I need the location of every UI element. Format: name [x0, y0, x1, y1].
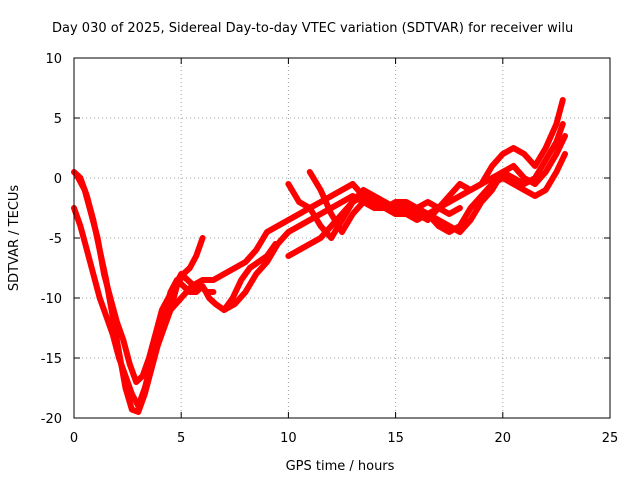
series-line-3: [75, 175, 217, 385]
x-tick-label: 0: [70, 431, 78, 446]
series-line-7: [285, 97, 566, 241]
x-tick-label: 15: [387, 431, 404, 446]
x-tick-label: 5: [177, 431, 185, 446]
y-tick-label: 10: [45, 52, 62, 67]
y-tick-label: 0: [54, 172, 62, 187]
y-tick-label: 5: [54, 112, 62, 127]
grid: [74, 58, 610, 418]
y-tick-label: -20: [41, 412, 62, 427]
x-axis-label: GPS time / hours: [286, 459, 395, 474]
x-tick-label: 10: [280, 431, 297, 446]
series-line-8: [306, 151, 568, 235]
x-tick-label: 20: [495, 431, 512, 446]
y-tick-label: -5: [49, 232, 62, 247]
plot-frame: [73, 57, 611, 419]
x-tick-label: 25: [602, 431, 619, 446]
chart-title: Day 030 of 2025, Sidereal Day-to-day VTE…: [52, 21, 573, 36]
y-tick-label: -10: [41, 292, 62, 307]
y-axis-label: SDTVAR / TECUs: [7, 185, 22, 292]
y-tick-label: -15: [41, 352, 62, 367]
data-series: [71, 97, 568, 415]
